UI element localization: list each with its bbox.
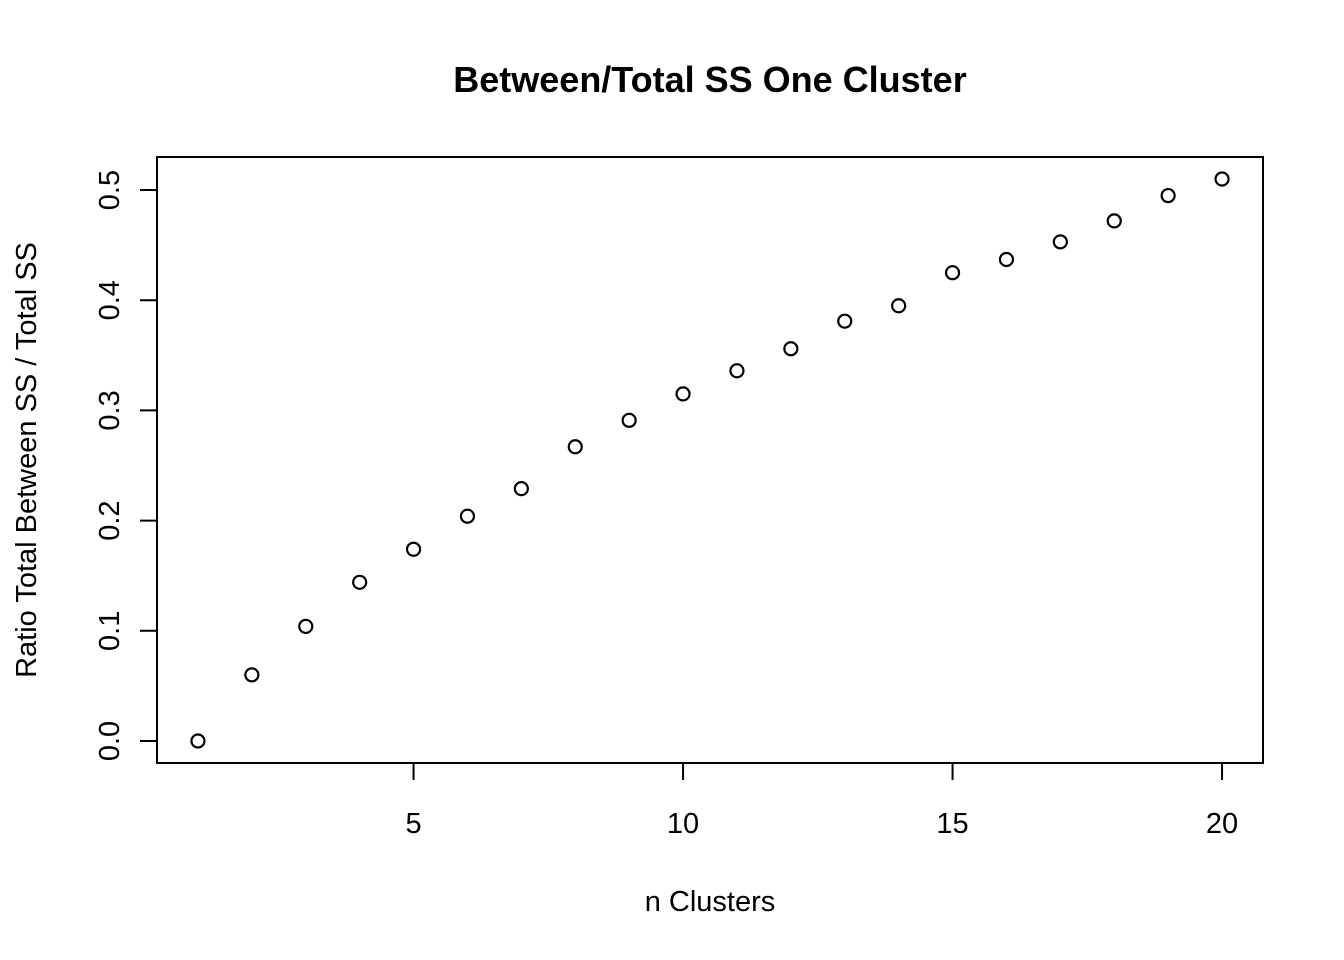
x-tick-label: 20 xyxy=(1206,808,1238,840)
x-axis-label: n Clusters xyxy=(645,886,776,918)
data-point xyxy=(621,412,637,428)
x-tick-label: 10 xyxy=(667,808,699,840)
data-point xyxy=(729,363,745,379)
data-point xyxy=(459,508,476,524)
data-point xyxy=(891,298,907,314)
data-point xyxy=(513,481,529,497)
data-point xyxy=(998,251,1015,268)
data-point xyxy=(675,386,691,402)
data-points xyxy=(190,171,1230,749)
y-axis-label: Ratio Total Between SS / Total SS xyxy=(11,242,43,678)
y-tick-label: 0.4 xyxy=(94,280,126,320)
data-point xyxy=(837,313,853,329)
data-point xyxy=(783,341,799,357)
data-point xyxy=(1214,171,1230,187)
x-tick-label: 5 xyxy=(405,808,421,840)
chart-title: Between/Total SS One Cluster xyxy=(453,59,966,100)
data-point xyxy=(1160,187,1176,204)
data-point xyxy=(944,265,961,281)
plot-frame xyxy=(156,156,1264,764)
data-point xyxy=(352,574,368,590)
y-tick-label: 0.3 xyxy=(94,390,126,430)
x-axis: 5 10 15 20 xyxy=(405,762,1238,840)
data-point xyxy=(1052,234,1068,250)
data-point xyxy=(567,439,583,455)
data-point xyxy=(405,541,422,557)
data-point xyxy=(190,733,206,749)
y-tick-label: 0.0 xyxy=(94,721,126,761)
data-point xyxy=(1106,213,1122,229)
y-tick-label: 0.1 xyxy=(94,611,126,651)
y-tick-label: 0.5 xyxy=(94,170,126,210)
y-axis: 0.0 0.1 0.2 0.3 0.4 0.5 xyxy=(94,170,158,761)
x-tick-label: 15 xyxy=(936,808,968,840)
data-point xyxy=(298,618,314,634)
data-point xyxy=(244,667,260,683)
y-tick-label: 0.2 xyxy=(94,500,126,540)
